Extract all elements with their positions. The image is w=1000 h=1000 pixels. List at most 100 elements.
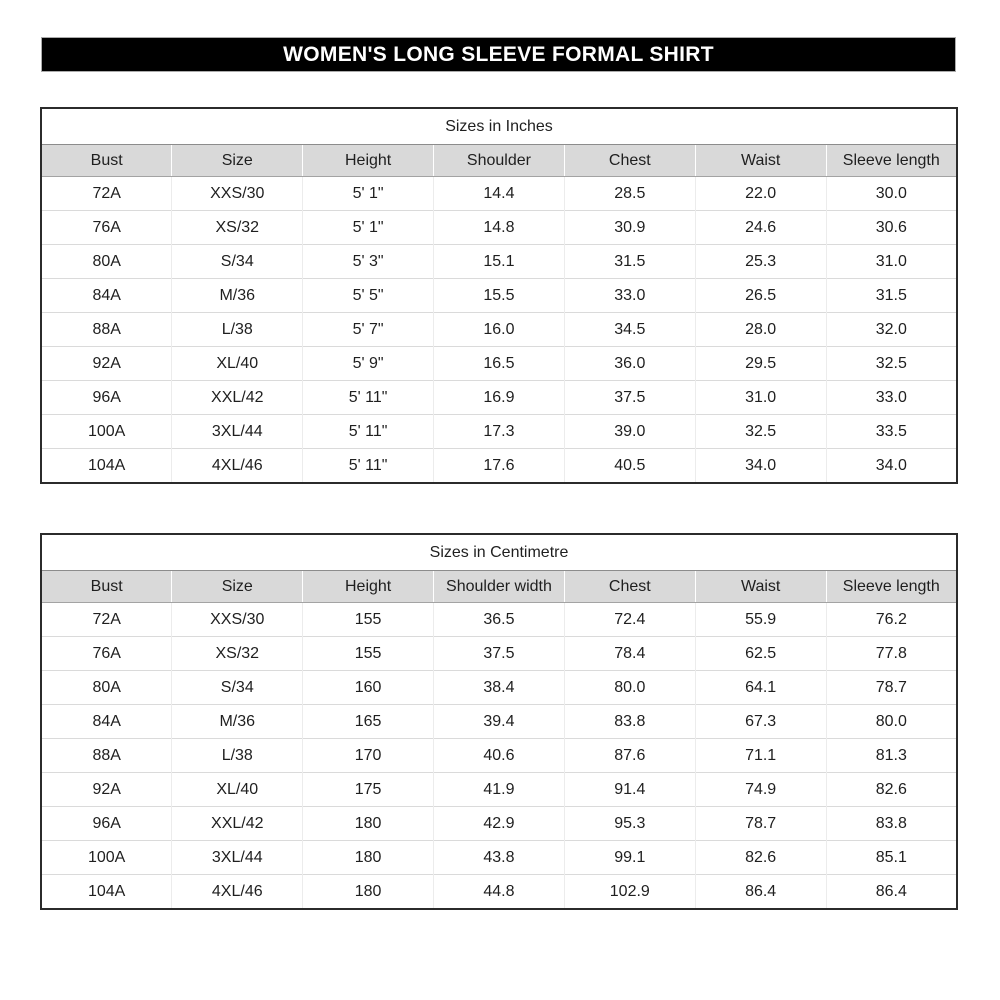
cell: 180: [302, 840, 434, 875]
cell: 16.9: [433, 380, 565, 415]
cell: 100A: [41, 414, 172, 449]
cell: 55.9: [694, 602, 827, 637]
cell: 74.9: [694, 772, 827, 807]
column-header: Chest: [563, 570, 696, 603]
cell: 44.8: [433, 874, 565, 909]
cell: 31.0: [825, 244, 957, 279]
cell: 102.9: [563, 874, 696, 909]
cell: S/34: [171, 244, 303, 279]
sizes-in-inches-table-body: Sizes in Inches Bust Size Height Shoulder Che…: [41, 108, 957, 483]
cell: XS/32: [171, 636, 303, 671]
table-row: 76A XS/32 5' 1" 14.8 30.9 24.6 30.6: [41, 210, 957, 245]
cell: 180: [302, 806, 434, 841]
cell: S/34: [171, 670, 303, 705]
cell: 14.8: [433, 210, 565, 245]
cell: 88A: [41, 738, 172, 773]
cell: 39.0: [563, 414, 696, 449]
column-header: Bust: [41, 144, 172, 177]
cell: 155: [302, 636, 434, 671]
cell: 95.3: [563, 806, 696, 841]
cell: 4XL/46: [171, 448, 303, 483]
cell: 5' 3": [302, 244, 434, 279]
column-header-row: Bust Size Height Shoulder Chest Waist Sleeve l…: [41, 144, 957, 177]
column-header: Waist: [694, 570, 827, 603]
cell: XXS/30: [171, 176, 303, 211]
cell: 81.3: [825, 738, 957, 773]
cell: 170: [302, 738, 434, 773]
column-header: Shoulder width: [433, 570, 565, 603]
page-title: WOMEN'S LONG SLEEVE FORMAL SHIRT: [41, 37, 956, 72]
table-title-row: Sizes in Centimetre: [41, 534, 957, 571]
cell: 16.5: [433, 346, 565, 381]
cell: 64.1: [694, 670, 827, 705]
cell: 83.8: [563, 704, 696, 739]
cell: 80.0: [825, 704, 957, 739]
column-header: Sleeve length: [825, 144, 957, 177]
cell: 32.5: [825, 346, 957, 381]
cell: 28.0: [694, 312, 827, 347]
cell: 100A: [41, 840, 172, 875]
cell: 33.0: [563, 278, 696, 313]
table-title: Sizes in Centimetre: [41, 534, 957, 571]
cell: 160: [302, 670, 434, 705]
cell: 80A: [41, 670, 172, 705]
table-row: 96A XXL/42 5' 11" 16.9 37.5 31.0 33.0: [41, 380, 957, 415]
column-header-row: Bust Size Height Shoulder width Chest Waist Sl…: [41, 570, 957, 603]
cell: 22.0: [694, 176, 827, 211]
cell: 71.1: [694, 738, 827, 773]
cell: 76A: [41, 210, 172, 245]
cell: 88A: [41, 312, 172, 347]
cell: 17.6: [433, 448, 565, 483]
cell: 82.6: [694, 840, 827, 875]
table-title-row: Sizes in Inches: [41, 108, 957, 145]
cell: 41.9: [433, 772, 565, 807]
table-row: 100A 3XL/44 180 43.8 99.1 82.6 85.1: [41, 840, 957, 875]
table-row: 84A M/36 165 39.4 83.8 67.3 80.0: [41, 704, 957, 739]
cell: 175: [302, 772, 434, 807]
table-row: 92A XL/40 175 41.9 91.4 74.9 82.6: [41, 772, 957, 807]
cell: 96A: [41, 806, 172, 841]
cell: XL/40: [171, 772, 303, 807]
cell: 32.5: [694, 414, 827, 449]
cell: 86.4: [825, 874, 957, 909]
cell: 28.5: [563, 176, 696, 211]
cell: 15.1: [433, 244, 565, 279]
cell: 104A: [41, 874, 172, 909]
table-row: 104A 4XL/46 5' 11" 17.6 40.5 34.0 34.0: [41, 448, 957, 483]
table-row: 88A L/38 170 40.6 87.6 71.1 81.3: [41, 738, 957, 773]
cell: 3XL/44: [171, 840, 303, 875]
cell: 80.0: [563, 670, 696, 705]
cell: 83.8: [825, 806, 957, 841]
cell: 78.7: [694, 806, 827, 841]
table-row: 80A S/34 160 38.4 80.0 64.1 78.7: [41, 670, 957, 705]
cell: 34.5: [563, 312, 696, 347]
cell: L/38: [171, 312, 303, 347]
cell: 87.6: [563, 738, 696, 773]
cell: 5' 11": [302, 448, 434, 483]
cell: 15.5: [433, 278, 565, 313]
cell: 31.0: [694, 380, 827, 415]
cell: 85.1: [825, 840, 957, 875]
column-header: Sleeve length: [825, 570, 957, 603]
cell: 72A: [41, 602, 172, 637]
cell: 84A: [41, 704, 172, 739]
cell: 3XL/44: [171, 414, 303, 449]
cell: 78.4: [563, 636, 696, 671]
cell: XXS/30: [171, 602, 303, 637]
cell: 5' 11": [302, 414, 434, 449]
cell: 39.4: [433, 704, 565, 739]
cell: 43.8: [433, 840, 565, 875]
cell: 26.5: [694, 278, 827, 313]
cell: 84A: [41, 278, 172, 313]
cell: 92A: [41, 772, 172, 807]
cell: XXL/42: [171, 380, 303, 415]
column-header: Height: [302, 144, 434, 177]
cell: 86.4: [694, 874, 827, 909]
cell: 33.0: [825, 380, 957, 415]
cell: L/38: [171, 738, 303, 773]
cell: 40.6: [433, 738, 565, 773]
column-header: Shoulder: [433, 144, 565, 177]
column-header: Height: [302, 570, 434, 603]
cell: 37.5: [563, 380, 696, 415]
table-title: Sizes in Inches: [41, 108, 957, 145]
